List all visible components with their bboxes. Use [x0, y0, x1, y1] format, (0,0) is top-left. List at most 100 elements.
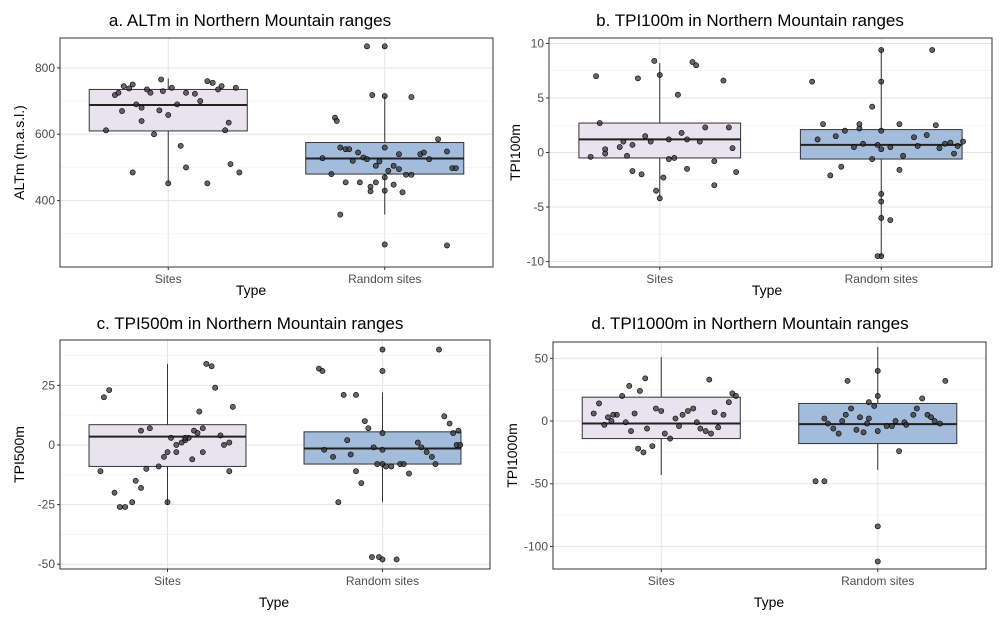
data-point — [848, 405, 854, 412]
data-point — [385, 167, 392, 174]
data-point — [337, 211, 344, 218]
data-point — [590, 410, 597, 417]
data-point — [910, 411, 917, 418]
data-point — [951, 150, 957, 157]
data-point — [929, 47, 936, 53]
y-axis-title: TPI1000m — [504, 423, 520, 488]
data-point — [138, 484, 144, 491]
data-point — [111, 489, 118, 496]
data-point — [605, 414, 611, 421]
data-point — [923, 132, 930, 138]
panel-c-plot: -50 -25 0 25 Sites Random sites Type TPI500m — [11, 339, 491, 610]
data-point — [147, 89, 154, 96]
data-point — [370, 444, 377, 451]
y-tick-label: 0 — [537, 146, 544, 160]
data-point — [685, 408, 691, 414]
data-point — [101, 394, 107, 401]
x-tick-label: Random sites — [841, 574, 914, 588]
data-point — [408, 171, 415, 178]
data-point — [183, 164, 189, 171]
data-point — [660, 174, 667, 181]
data-point — [878, 198, 885, 205]
data-point — [715, 424, 722, 431]
x-tick-label: Sites — [154, 574, 181, 588]
data-point — [344, 437, 351, 444]
data-point — [841, 127, 848, 134]
data-point — [221, 442, 227, 448]
data-point — [711, 182, 718, 189]
data-point — [457, 442, 464, 448]
y-axis-title: TPI500m — [11, 426, 27, 483]
data-point — [227, 161, 234, 168]
data-point — [204, 180, 211, 187]
data-point — [679, 411, 686, 418]
data-point — [390, 181, 397, 188]
x-tick-label: Random sites — [346, 574, 419, 588]
data-point — [232, 84, 239, 91]
data-point — [435, 136, 441, 143]
data-point — [374, 461, 381, 467]
data-point — [420, 149, 427, 156]
data-point — [126, 85, 133, 92]
plot-border — [59, 37, 494, 268]
data-point — [165, 112, 172, 118]
data-point — [684, 136, 690, 143]
y-tick-label: -25 — [38, 498, 56, 512]
data-point — [913, 405, 920, 412]
data-point — [209, 79, 216, 86]
data-point — [689, 59, 696, 65]
data-point — [330, 453, 336, 460]
x-axis-title: Type — [259, 594, 290, 610]
data-point — [896, 121, 903, 128]
data-point — [931, 418, 938, 424]
data-point — [640, 449, 647, 456]
data-point — [671, 155, 678, 161]
data-point — [161, 453, 167, 460]
data-point — [626, 382, 633, 389]
data-point — [620, 138, 627, 145]
data-point — [587, 153, 594, 160]
data-point — [383, 463, 389, 470]
data-point — [372, 179, 379, 186]
plot-border — [548, 37, 993, 268]
panel-c: c. TPI500m in Northern Mountain ranges -… — [0, 309, 500, 619]
data-point — [702, 428, 709, 434]
data-point — [229, 403, 236, 410]
y-axis-title: ALTm (m.a.s.l.) — [11, 105, 27, 200]
data-point — [196, 408, 203, 415]
x-tick-label: Sites — [646, 272, 673, 286]
data-point — [450, 430, 457, 436]
y-tick-label: -50 — [531, 477, 549, 491]
data-point — [173, 449, 180, 456]
data-point — [856, 121, 863, 128]
data-point — [661, 430, 668, 437]
data-point — [874, 393, 881, 399]
data-point — [138, 104, 145, 111]
data-point — [667, 435, 674, 442]
data-point — [436, 346, 442, 353]
data-point — [361, 418, 368, 425]
data-point — [455, 427, 462, 434]
data-point — [151, 131, 157, 138]
data-point — [864, 420, 870, 427]
data-point — [355, 149, 361, 156]
data-point — [693, 62, 700, 69]
data-point — [653, 187, 660, 194]
data-point — [871, 403, 878, 409]
x-tick-label: Sites — [155, 272, 182, 286]
data-point — [628, 428, 634, 434]
data-point — [887, 144, 894, 150]
data-point — [379, 446, 386, 453]
data-point — [120, 83, 127, 90]
data-point — [212, 384, 219, 391]
data-point — [857, 414, 863, 421]
panel-a: a. ALTm in Northern Mountain ranges 400 6… — [0, 0, 500, 309]
panel-d: d. TPI1000m in Northern Mountain ranges … — [500, 309, 1000, 619]
data-point — [173, 442, 180, 448]
data-point — [878, 215, 885, 221]
data-point — [725, 399, 732, 406]
data-point — [602, 150, 609, 157]
data-point — [199, 425, 206, 432]
y-axis-title: TPI100m — [507, 124, 523, 181]
data-point — [426, 156, 433, 163]
